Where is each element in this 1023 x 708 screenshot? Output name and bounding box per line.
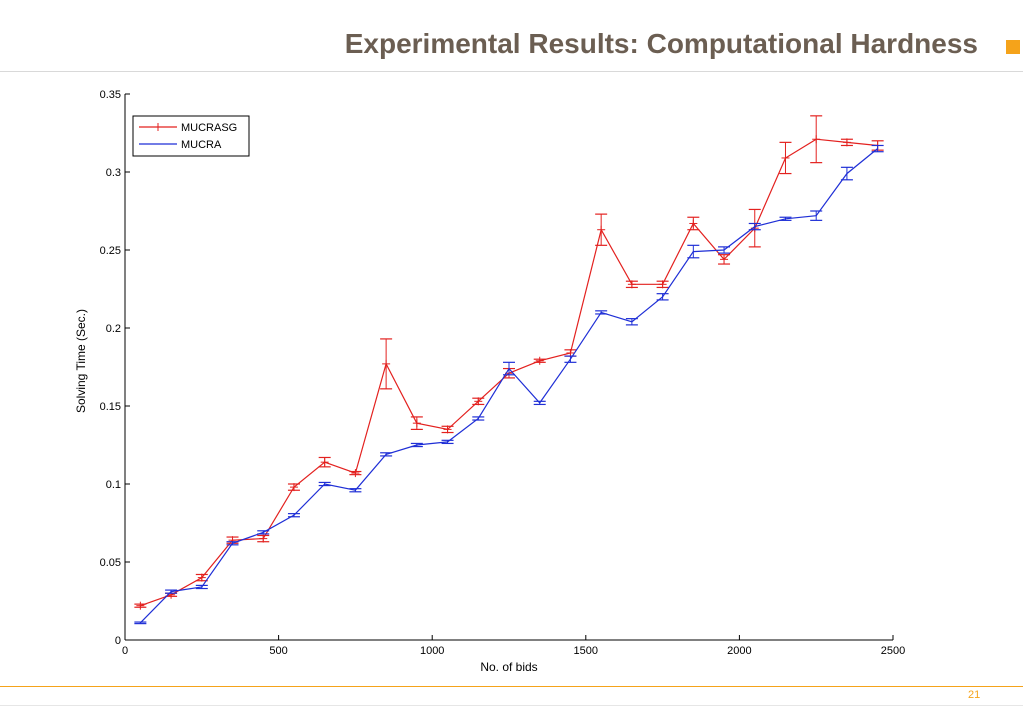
- data-point: [877, 148, 879, 150]
- data-point: [447, 441, 449, 443]
- slide-title: Experimental Results: Computational Hard…: [344, 28, 978, 59]
- y-tick-label: 0: [115, 635, 121, 647]
- title-bullet-icon: [1006, 40, 1020, 54]
- data-point: [293, 514, 295, 516]
- x-tick-label: 1000: [420, 645, 444, 657]
- chart-legend: MUCRASG MUCRA: [132, 115, 250, 157]
- chart-axes: 0 500 1000 1500 2000 2500 0 0.05 0.1 0.15 0.2 0.25 0…: [100, 89, 906, 657]
- data-point: [139, 622, 141, 624]
- chart-series-layer: [134, 115, 884, 625]
- data-point: [170, 591, 172, 593]
- x-tick-label: 0: [122, 645, 128, 657]
- x-tick-label: 2000: [727, 645, 751, 657]
- series-line: [139, 148, 878, 624]
- series-mucra: [134, 144, 884, 625]
- legend-label: MUCRA: [181, 139, 222, 151]
- data-point: [354, 489, 356, 491]
- data-point: [784, 218, 786, 220]
- x-tick-label: 500: [269, 645, 287, 657]
- data-point: [539, 402, 541, 404]
- data-point: [723, 249, 725, 251]
- y-tick-label: 0.1: [106, 479, 121, 491]
- data-point: [815, 215, 817, 217]
- title-divider: [0, 71, 1023, 72]
- y-tick-label: 0.3: [106, 167, 121, 179]
- data-point: [477, 417, 479, 419]
- data-point: [508, 368, 510, 370]
- x-tick-label: 1500: [574, 645, 598, 657]
- data-point: [846, 173, 848, 175]
- data-point: [232, 542, 234, 544]
- x-tick-label: 2500: [881, 645, 905, 657]
- legend-label: MUCRASG: [181, 122, 237, 134]
- data-point: [692, 251, 694, 253]
- data-point: [385, 453, 387, 455]
- data-point: [262, 531, 264, 533]
- data-point: [201, 586, 203, 588]
- y-tick-label: 0.25: [100, 245, 121, 257]
- y-tick-label: 0.35: [100, 89, 121, 101]
- x-axis-label: No. of bids: [480, 660, 537, 674]
- data-point: [569, 358, 571, 360]
- page-number: 21: [968, 689, 981, 701]
- data-point: [631, 321, 633, 323]
- data-point: [754, 226, 756, 228]
- footer-divider: [0, 686, 1023, 687]
- legend-box: [132, 115, 250, 157]
- footer-divider-bottom: [0, 705, 1023, 706]
- data-point: [600, 311, 602, 313]
- data-point: [324, 483, 326, 485]
- y-axis-label: Solving Time (Sec.): [74, 309, 88, 413]
- y-tick-label: 0.15: [100, 401, 121, 413]
- data-point: [416, 444, 418, 446]
- y-tick-label: 0.2: [106, 323, 121, 335]
- data-point: [662, 296, 664, 298]
- y-tick-label: 0.05: [100, 557, 121, 569]
